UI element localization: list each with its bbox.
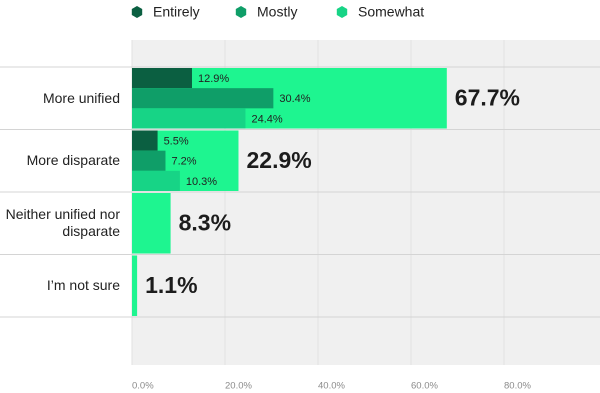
category-label: More disparate bbox=[26, 152, 120, 169]
sub-bar bbox=[132, 130, 158, 151]
x-tick-label: 40.0% bbox=[318, 381, 345, 392]
sub-bar bbox=[132, 170, 180, 191]
bar bbox=[132, 193, 171, 254]
legend-label: Entirely bbox=[153, 4, 200, 20]
sub-bar bbox=[132, 150, 166, 171]
legend-swatch bbox=[235, 6, 247, 18]
sub-bar-label: 7.2% bbox=[171, 156, 196, 168]
sub-bar-label: 12.9% bbox=[198, 73, 229, 85]
sub-bar bbox=[132, 108, 246, 129]
total-label: 67.7% bbox=[455, 84, 520, 110]
total-label: 22.9% bbox=[246, 147, 311, 173]
sub-bar bbox=[132, 88, 274, 109]
legend-swatch bbox=[336, 6, 348, 18]
x-tick-label: 0.0% bbox=[132, 381, 154, 392]
sub-bar-label: 10.3% bbox=[186, 176, 217, 188]
x-tick-label: 20.0% bbox=[225, 381, 252, 392]
legend-swatch bbox=[131, 6, 143, 18]
total-label: 8.3% bbox=[179, 209, 231, 235]
category-label: More unified bbox=[42, 89, 120, 106]
x-tick-label: 80.0% bbox=[504, 381, 531, 392]
x-tick-label: 60.0% bbox=[411, 381, 438, 392]
sub-bar-label: 30.4% bbox=[279, 93, 310, 105]
sub-bar-label: 5.5% bbox=[164, 135, 189, 147]
legend-label: Somewhat bbox=[358, 4, 424, 20]
bar bbox=[132, 255, 138, 316]
category-label: Neither unified nor disparate bbox=[5, 206, 120, 240]
total-label: 1.1% bbox=[145, 272, 197, 298]
sub-bar bbox=[132, 68, 192, 89]
sub-bar-label: 24.4% bbox=[251, 113, 282, 125]
category-label: I’m not sure bbox=[46, 277, 120, 294]
legend-label: Mostly bbox=[257, 4, 297, 20]
